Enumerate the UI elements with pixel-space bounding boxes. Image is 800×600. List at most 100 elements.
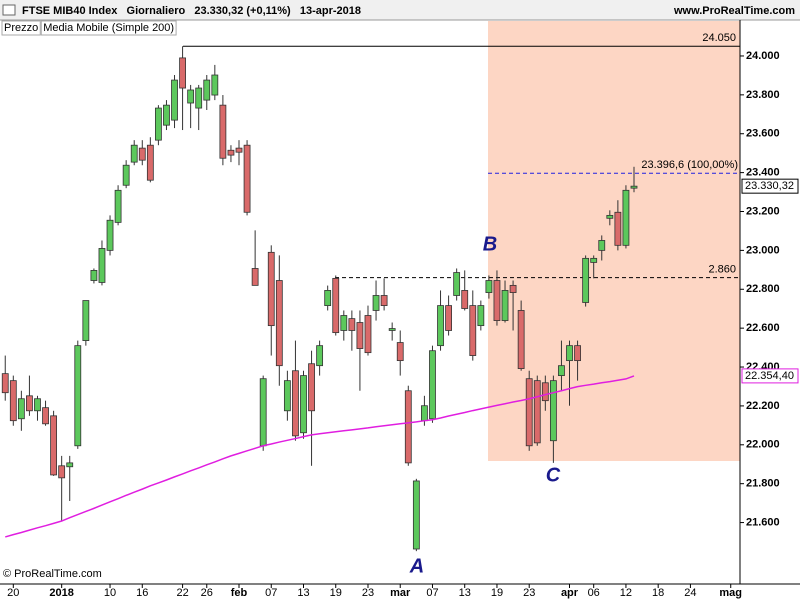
candle-body [211, 74, 219, 96]
candle-body [267, 251, 275, 327]
candle-body [598, 240, 606, 251]
candle-body [122, 164, 130, 186]
candle-body [590, 257, 598, 263]
end-label-box [741, 368, 799, 384]
candle-body [501, 290, 509, 321]
level-label: 24.050 [702, 32, 736, 44]
candle-body [429, 350, 436, 420]
candle-body [437, 305, 444, 347]
legend-entry: Media Mobile (Simple 200) [43, 22, 174, 34]
y-tick-label: 21.600 [746, 516, 780, 528]
x-tick-label: 20 [7, 587, 19, 599]
candle-body [582, 257, 590, 303]
end-label-box [741, 178, 799, 194]
x-tick-label: 18 [652, 587, 664, 599]
candle-body [227, 149, 235, 156]
candle-body [517, 310, 525, 369]
x-tick-label: 13 [297, 587, 309, 599]
candle-body [114, 189, 122, 223]
candle-body [130, 144, 138, 163]
candle-body [154, 107, 162, 141]
candle-body [74, 345, 82, 447]
level-label: 23.396,6 (100,00%) [641, 159, 738, 171]
candle-body [558, 365, 565, 376]
candle-body [26, 395, 33, 412]
moving-average [5, 375, 635, 538]
candle-body [421, 405, 428, 422]
x-tick-label: 23 [362, 587, 374, 599]
x-tick-label: 13 [459, 587, 471, 599]
candle-body [453, 272, 461, 296]
y-tick-label: 22.200 [746, 400, 780, 412]
candle-body [292, 370, 299, 437]
candle-body [549, 380, 557, 442]
y-tick-label: 22.000 [746, 439, 780, 451]
candle-body [445, 305, 452, 331]
legend-box [1, 20, 41, 36]
x-tick-label: 23 [523, 587, 535, 599]
candle-body [356, 322, 364, 349]
candle-body [332, 277, 340, 334]
source: www.ProRealTime.com [673, 5, 795, 17]
candle-body [630, 185, 638, 189]
candle-body [388, 328, 396, 331]
candle-body [219, 104, 227, 159]
candle-body [525, 378, 533, 447]
candle-body [348, 318, 356, 331]
candle-body [283, 380, 291, 412]
candle-body [622, 189, 630, 246]
y-tick-label: 23.800 [746, 89, 780, 101]
end-label: 22.354,40 [745, 370, 794, 382]
candle-body [98, 248, 106, 283]
candle-body [17, 398, 25, 420]
legend-entry: Prezzo [4, 22, 38, 34]
candle-body [50, 415, 58, 476]
candle-body [9, 380, 17, 422]
y-tick-label: 23.400 [746, 167, 780, 179]
annotation: C [546, 464, 561, 486]
candle-body [203, 79, 211, 101]
x-tick-label: 07 [265, 587, 277, 599]
x-tick-label: 07 [426, 587, 438, 599]
end-label: 23.330,32 [745, 180, 794, 192]
y-tick-label: 23.200 [746, 205, 780, 217]
x-tick-label: apr [561, 587, 579, 599]
x-tick-label: 26 [201, 587, 213, 599]
y-tick-label: 23.000 [746, 244, 780, 256]
candle-body [251, 268, 259, 286]
x-tick-label: 24 [684, 587, 696, 599]
candle-body [259, 378, 267, 447]
candle-body [308, 363, 315, 412]
candle-body [300, 375, 307, 434]
candle-body [187, 89, 195, 104]
candle-body [195, 87, 203, 109]
candle-body [364, 315, 372, 354]
chart-title: FTSE MIB40 Index Giornaliero 23.330,32 (… [22, 5, 361, 17]
annotation: B [483, 233, 497, 255]
candle-body [469, 305, 477, 356]
candle-body [90, 270, 98, 281]
candle-body [58, 465, 66, 479]
candle-body [477, 305, 485, 327]
header-icon [2, 4, 16, 16]
candle-body [566, 345, 573, 362]
level-label: 2.860 [708, 264, 736, 276]
x-tick-label: 10 [104, 587, 116, 599]
candle-body [146, 144, 154, 181]
candle-body [163, 104, 170, 126]
candle-body [235, 147, 243, 153]
candle-body [380, 295, 388, 306]
y-tick-label: 24.000 [746, 50, 780, 62]
x-tick-label: 19 [330, 587, 342, 599]
candle-body [493, 280, 501, 321]
x-tick-label: 16 [136, 587, 148, 599]
candle-body [574, 345, 581, 362]
candle-body [614, 211, 622, 246]
candle-body [533, 380, 541, 444]
candle-body [606, 214, 614, 219]
candle-body [171, 79, 178, 121]
annotation: A [409, 555, 424, 577]
x-tick-label: 12 [620, 587, 632, 599]
candle-body [1, 373, 9, 394]
